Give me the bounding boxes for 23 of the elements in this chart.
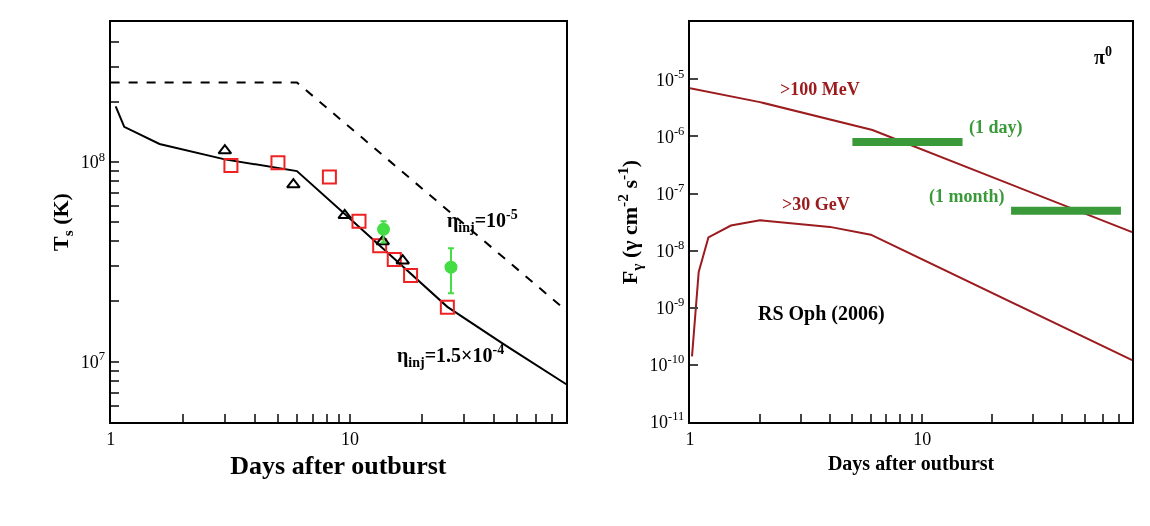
annotation: RS Oph (2006): [758, 302, 885, 325]
y-tick-label: 10$^{-5}$: [655, 67, 685, 90]
y-tick-label: 10$^{-6}$: [655, 124, 685, 147]
series-label: η$_{inj}$=10$^{-5}$: [447, 207, 518, 235]
series-label: η$_{inj}$=1.5×10$^{-4}$: [397, 342, 505, 370]
x-axis-title: Days after outburst: [230, 451, 447, 481]
y-tick-label: 10$^{-9}$: [655, 295, 685, 318]
x-tick-label: 1: [106, 429, 116, 450]
x-tick-label: 10: [913, 429, 932, 450]
annotation: π$^{0}$: [1094, 44, 1112, 69]
series-label: >30 GeV: [782, 194, 850, 214]
y-tick-label: 10$^{-8}$: [655, 238, 685, 261]
series-label: >100 MeV: [780, 79, 860, 99]
y-tick-label: 10$^{7}$: [80, 349, 106, 372]
y-tick-label: 10$^{-10}$: [649, 352, 685, 375]
y-tick-label: 10$^{-11}$: [650, 409, 685, 432]
y-tick-label: 10$^{-7}$: [655, 181, 685, 204]
x-axis-title: Days after outburst: [827, 452, 995, 476]
x-tick-label: 1: [685, 429, 695, 450]
y-tick-label: 10$^{8}$: [80, 149, 106, 173]
series-label: (1 month): [929, 186, 1005, 207]
series-label: (1 day): [969, 117, 1023, 138]
x-tick-label: 10: [341, 429, 360, 450]
